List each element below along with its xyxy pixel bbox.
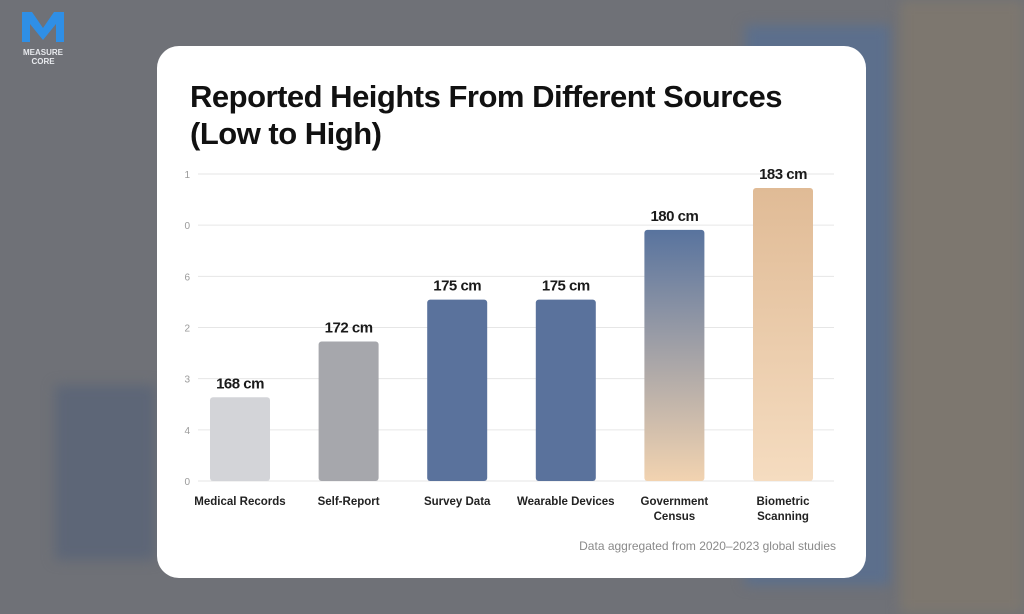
bar-government-census [644,229,705,481]
bar-wearable-devices [535,299,596,481]
data-label: 175 cm [433,278,481,295]
data-label: 172 cm [325,319,373,336]
data-label: 168 cm [216,375,264,392]
x-tick-label: Wearable Devices [517,496,615,508]
logo-m-icon: MEASURE CORE [22,12,64,66]
y-tick-label: 0 [184,221,190,232]
logo-text-line1: MEASURE [23,48,64,57]
x-tick-label: Survey Data [424,496,491,508]
bar-self-report [318,341,379,481]
y-tick-label: 1 [184,170,190,181]
chart-title-text: Reported Heights From Different Sources … [190,79,782,151]
data-label: 175 cm [542,278,590,295]
logo-text-line2: CORE [31,57,55,66]
x-tick-label: Self-Report [318,496,380,508]
x-tick-label: Medical Records [194,496,285,508]
y-tick-label: 6 [184,272,190,283]
logo: MEASURE CORE [8,8,98,68]
background-panel [55,385,155,560]
y-tick-label: 4 [184,426,190,437]
y-tick-label: 0 [184,477,190,488]
data-label: 180 cm [650,208,698,225]
chart-title: Reported Heights From Different Sources … [190,78,790,152]
x-tick-label: Census [654,511,696,523]
chart-footnote: Data aggregated from 2020–2023 global st… [579,539,836,553]
bar-biometric-scanning [753,187,813,482]
y-tick-label: 2 [184,324,190,335]
x-tick-label: Scanning [757,511,809,523]
data-label: 183 cm [759,166,807,183]
background-panel [900,0,1024,614]
y-tick-label: 3 [184,375,190,386]
x-tick-label: Government [641,496,709,508]
chart-card [157,46,866,578]
bar-survey-data [427,299,488,481]
bar-medical-records [210,397,270,481]
x-tick-label: Biometric [756,496,810,508]
